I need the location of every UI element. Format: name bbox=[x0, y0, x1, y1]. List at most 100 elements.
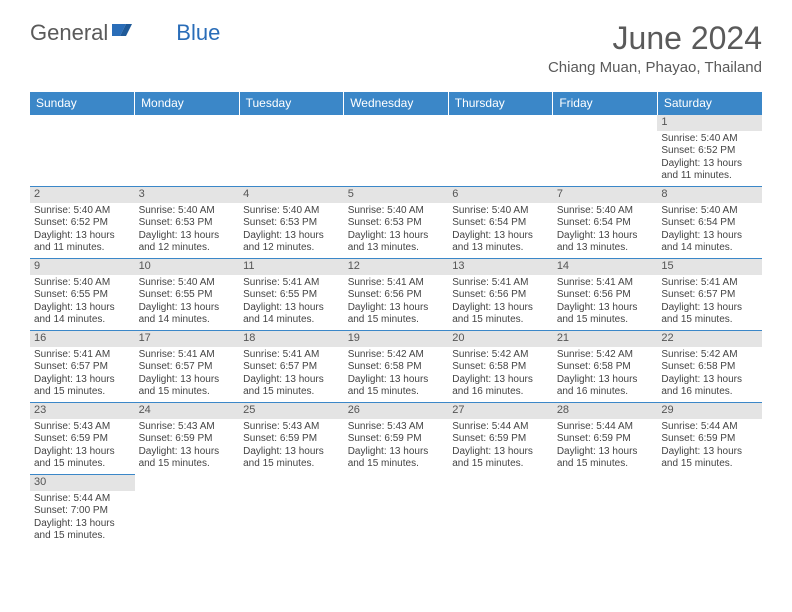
daylight-line: Daylight: 13 hours and 15 minutes. bbox=[139, 446, 236, 471]
daylight-line: Daylight: 13 hours and 15 minutes. bbox=[452, 302, 549, 327]
daylight-line: Daylight: 13 hours and 16 minutes. bbox=[557, 374, 654, 399]
day-number: 4 bbox=[239, 187, 344, 203]
calendar-cell: 14Sunrise: 5:41 AMSunset: 6:56 PMDayligh… bbox=[553, 259, 658, 331]
calendar-table: SundayMondayTuesdayWednesdayThursdayFrid… bbox=[30, 92, 762, 547]
daylight-line: Daylight: 13 hours and 14 minutes. bbox=[139, 302, 236, 327]
calendar-cell: 5Sunrise: 5:40 AMSunset: 6:53 PMDaylight… bbox=[344, 187, 449, 259]
daylight-line: Daylight: 13 hours and 15 minutes. bbox=[34, 518, 131, 543]
sunrise-line: Sunrise: 5:40 AM bbox=[452, 205, 549, 218]
sunrise-line: Sunrise: 5:40 AM bbox=[243, 205, 340, 218]
day-content: Sunrise: 5:42 AMSunset: 6:58 PMDaylight:… bbox=[448, 347, 553, 402]
sunset-line: Sunset: 6:56 PM bbox=[452, 289, 549, 302]
sunrise-line: Sunrise: 5:44 AM bbox=[557, 421, 654, 434]
sunset-line: Sunset: 6:54 PM bbox=[452, 217, 549, 230]
daylight-line: Daylight: 13 hours and 15 minutes. bbox=[661, 446, 758, 471]
calendar-cell bbox=[657, 475, 762, 547]
sunrise-line: Sunrise: 5:43 AM bbox=[243, 421, 340, 434]
day-number: 2 bbox=[30, 187, 135, 203]
daylight-line: Daylight: 13 hours and 15 minutes. bbox=[661, 302, 758, 327]
calendar-cell: 15Sunrise: 5:41 AMSunset: 6:57 PMDayligh… bbox=[657, 259, 762, 331]
calendar-cell: 19Sunrise: 5:42 AMSunset: 6:58 PMDayligh… bbox=[344, 331, 449, 403]
day-number: 3 bbox=[135, 187, 240, 203]
sunrise-line: Sunrise: 5:40 AM bbox=[557, 205, 654, 218]
sunrise-line: Sunrise: 5:40 AM bbox=[139, 277, 236, 290]
calendar-cell: 26Sunrise: 5:43 AMSunset: 6:59 PMDayligh… bbox=[344, 403, 449, 475]
daylight-line: Daylight: 13 hours and 15 minutes. bbox=[34, 374, 131, 399]
calendar-cell bbox=[553, 475, 658, 547]
calendar-cell: 6Sunrise: 5:40 AMSunset: 6:54 PMDaylight… bbox=[448, 187, 553, 259]
sunset-line: Sunset: 6:56 PM bbox=[557, 289, 654, 302]
sunset-line: Sunset: 6:59 PM bbox=[34, 433, 131, 446]
calendar-cell: 18Sunrise: 5:41 AMSunset: 6:57 PMDayligh… bbox=[239, 331, 344, 403]
calendar-cell bbox=[239, 115, 344, 187]
sunrise-line: Sunrise: 5:43 AM bbox=[348, 421, 445, 434]
sunrise-line: Sunrise: 5:41 AM bbox=[243, 349, 340, 362]
daylight-line: Daylight: 13 hours and 15 minutes. bbox=[348, 374, 445, 399]
day-content: Sunrise: 5:40 AMSunset: 6:55 PMDaylight:… bbox=[30, 275, 135, 330]
day-number: 15 bbox=[657, 259, 762, 275]
daylight-line: Daylight: 13 hours and 15 minutes. bbox=[34, 446, 131, 471]
location-text: Chiang Muan, Phayao, Thailand bbox=[548, 59, 762, 76]
sunrise-line: Sunrise: 5:42 AM bbox=[452, 349, 549, 362]
calendar-cell: 10Sunrise: 5:40 AMSunset: 6:55 PMDayligh… bbox=[135, 259, 240, 331]
sunrise-line: Sunrise: 5:44 AM bbox=[452, 421, 549, 434]
sunset-line: Sunset: 6:58 PM bbox=[661, 361, 758, 374]
sunset-line: Sunset: 6:58 PM bbox=[348, 361, 445, 374]
day-content: Sunrise: 5:40 AMSunset: 6:53 PMDaylight:… bbox=[344, 203, 449, 258]
day-number: 22 bbox=[657, 331, 762, 347]
sunset-line: Sunset: 6:53 PM bbox=[139, 217, 236, 230]
calendar-cell: 12Sunrise: 5:41 AMSunset: 6:56 PMDayligh… bbox=[344, 259, 449, 331]
sunset-line: Sunset: 6:55 PM bbox=[34, 289, 131, 302]
header: GeneralBlue June 2024 Chiang Muan, Phaya… bbox=[0, 0, 792, 84]
daylight-line: Daylight: 13 hours and 15 minutes. bbox=[557, 302, 654, 327]
sunset-line: Sunset: 6:57 PM bbox=[243, 361, 340, 374]
day-content: Sunrise: 5:44 AMSunset: 6:59 PMDaylight:… bbox=[553, 419, 658, 474]
day-number: 24 bbox=[135, 403, 240, 419]
brand-part1: General bbox=[30, 20, 108, 46]
sunrise-line: Sunrise: 5:42 AM bbox=[661, 349, 758, 362]
day-header: Saturday bbox=[657, 92, 762, 115]
daylight-line: Daylight: 13 hours and 14 minutes. bbox=[243, 302, 340, 327]
sunrise-line: Sunrise: 5:41 AM bbox=[557, 277, 654, 290]
day-number: 13 bbox=[448, 259, 553, 275]
calendar-week: 9Sunrise: 5:40 AMSunset: 6:55 PMDaylight… bbox=[30, 259, 762, 331]
day-number: 8 bbox=[657, 187, 762, 203]
sunrise-line: Sunrise: 5:41 AM bbox=[661, 277, 758, 290]
sunrise-line: Sunrise: 5:40 AM bbox=[139, 205, 236, 218]
sunrise-line: Sunrise: 5:41 AM bbox=[243, 277, 340, 290]
calendar-cell bbox=[553, 115, 658, 187]
day-content: Sunrise: 5:41 AMSunset: 6:57 PMDaylight:… bbox=[239, 347, 344, 402]
sunset-line: Sunset: 6:58 PM bbox=[557, 361, 654, 374]
calendar-cell: 13Sunrise: 5:41 AMSunset: 6:56 PMDayligh… bbox=[448, 259, 553, 331]
day-number: 26 bbox=[344, 403, 449, 419]
day-number: 29 bbox=[657, 403, 762, 419]
day-content: Sunrise: 5:40 AMSunset: 6:53 PMDaylight:… bbox=[135, 203, 240, 258]
calendar-cell: 27Sunrise: 5:44 AMSunset: 6:59 PMDayligh… bbox=[448, 403, 553, 475]
calendar-cell: 8Sunrise: 5:40 AMSunset: 6:54 PMDaylight… bbox=[657, 187, 762, 259]
daylight-line: Daylight: 13 hours and 16 minutes. bbox=[452, 374, 549, 399]
sunset-line: Sunset: 6:59 PM bbox=[557, 433, 654, 446]
day-header: Wednesday bbox=[344, 92, 449, 115]
day-content: Sunrise: 5:44 AMSunset: 6:59 PMDaylight:… bbox=[448, 419, 553, 474]
day-content: Sunrise: 5:41 AMSunset: 6:56 PMDaylight:… bbox=[553, 275, 658, 330]
daylight-line: Daylight: 13 hours and 16 minutes. bbox=[661, 374, 758, 399]
day-number: 5 bbox=[344, 187, 449, 203]
sunset-line: Sunset: 6:59 PM bbox=[452, 433, 549, 446]
sunrise-line: Sunrise: 5:40 AM bbox=[661, 205, 758, 218]
daylight-line: Daylight: 13 hours and 14 minutes. bbox=[34, 302, 131, 327]
daylight-line: Daylight: 13 hours and 13 minutes. bbox=[348, 230, 445, 255]
sunset-line: Sunset: 6:52 PM bbox=[661, 145, 758, 158]
calendar-cell: 23Sunrise: 5:43 AMSunset: 6:59 PMDayligh… bbox=[30, 403, 135, 475]
day-content: Sunrise: 5:40 AMSunset: 6:55 PMDaylight:… bbox=[135, 275, 240, 330]
daylight-line: Daylight: 13 hours and 11 minutes. bbox=[34, 230, 131, 255]
sunrise-line: Sunrise: 5:41 AM bbox=[34, 349, 131, 362]
day-number: 10 bbox=[135, 259, 240, 275]
day-header: Sunday bbox=[30, 92, 135, 115]
calendar-week: 30Sunrise: 5:44 AMSunset: 7:00 PMDayligh… bbox=[30, 475, 762, 547]
sunrise-line: Sunrise: 5:43 AM bbox=[34, 421, 131, 434]
daylight-line: Daylight: 13 hours and 15 minutes. bbox=[452, 446, 549, 471]
sunrise-line: Sunrise: 5:43 AM bbox=[139, 421, 236, 434]
day-number: 1 bbox=[657, 115, 762, 131]
sunrise-line: Sunrise: 5:44 AM bbox=[661, 421, 758, 434]
sunrise-line: Sunrise: 5:40 AM bbox=[34, 205, 131, 218]
